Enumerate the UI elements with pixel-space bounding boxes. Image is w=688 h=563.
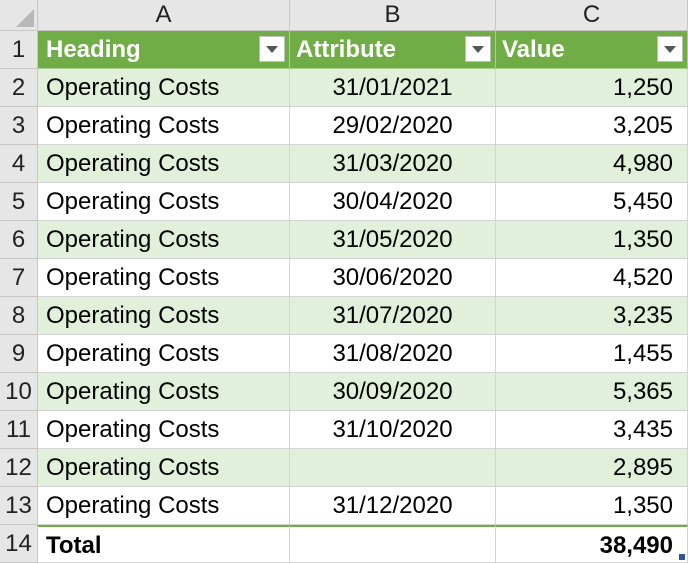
cell-value[interactable]: 1,350 (496, 221, 688, 259)
header-label: Value (502, 36, 565, 63)
cell-heading[interactable]: Operating Costs (38, 107, 290, 145)
table-row: 6 Operating Costs 31/05/2020 1,350 (0, 221, 688, 259)
cell-value[interactable]: 1,350 (496, 487, 688, 525)
table-row: 10 Operating Costs 30/09/2020 5,365 (0, 373, 688, 411)
cell-attribute[interactable]: 29/02/2020 (290, 107, 496, 145)
table-row: 13 Operating Costs 31/12/2020 1,350 (0, 487, 688, 525)
table-row: 9 Operating Costs 31/08/2020 1,455 (0, 335, 688, 373)
filter-dropdown-icon[interactable] (657, 36, 683, 62)
table-row: 7 Operating Costs 30/06/2020 4,520 (0, 259, 688, 297)
cell-value[interactable]: 3,235 (496, 297, 688, 335)
header-cell-value[interactable]: Value (496, 31, 688, 69)
cell-heading[interactable]: Operating Costs (38, 449, 290, 487)
cell-heading[interactable]: Operating Costs (38, 411, 290, 449)
column-header-c[interactable]: C (496, 0, 688, 30)
column-header-b[interactable]: B (290, 0, 496, 30)
row-header[interactable]: 4 (0, 145, 38, 183)
cell-attribute[interactable]: 31/12/2020 (290, 487, 496, 525)
cell-heading[interactable]: Operating Costs (38, 183, 290, 221)
cell-attribute[interactable]: 30/06/2020 (290, 259, 496, 297)
select-all-button[interactable] (0, 0, 38, 30)
total-row: 14 Total 38,490 (0, 525, 688, 563)
row-header[interactable]: 9 (0, 335, 38, 373)
cell-attribute[interactable]: 31/08/2020 (290, 335, 496, 373)
cell-value[interactable]: 3,205 (496, 107, 688, 145)
cell-attribute[interactable]: 30/09/2020 (290, 373, 496, 411)
cell-value[interactable]: 3,435 (496, 411, 688, 449)
filter-dropdown-icon[interactable] (259, 36, 285, 62)
row-header[interactable]: 3 (0, 107, 38, 145)
row-header[interactable]: 2 (0, 69, 38, 107)
header-label: Heading (46, 36, 141, 63)
cell-value[interactable]: 1,455 (496, 335, 688, 373)
column-header-bar: A B C (0, 0, 688, 31)
cell-value[interactable]: 2,895 (496, 449, 688, 487)
table-body: 1 Heading Attribute Value 2 Operating Co… (0, 31, 688, 563)
cell-total-label[interactable]: Total (38, 525, 290, 563)
cell-attribute[interactable]: 31/07/2020 (290, 297, 496, 335)
cell-heading[interactable]: Operating Costs (38, 221, 290, 259)
cell-value[interactable]: 4,980 (496, 145, 688, 183)
cell-attribute[interactable]: 31/01/2021 (290, 69, 496, 107)
cell-attribute[interactable] (290, 449, 496, 487)
header-cell-heading[interactable]: Heading (38, 31, 290, 69)
cell-value[interactable]: 4,520 (496, 259, 688, 297)
total-value: 38,490 (599, 532, 673, 559)
row-header[interactable]: 7 (0, 259, 38, 297)
cell-heading[interactable]: Operating Costs (38, 335, 290, 373)
cell-attribute[interactable]: 31/10/2020 (290, 411, 496, 449)
row-header[interactable]: 8 (0, 297, 38, 335)
cell-attribute[interactable]: 31/03/2020 (290, 145, 496, 183)
table-resize-handle[interactable] (679, 554, 685, 560)
row-header[interactable]: 11 (0, 411, 38, 449)
cell-value[interactable]: 5,365 (496, 373, 688, 411)
cell-heading[interactable]: Operating Costs (38, 259, 290, 297)
filter-dropdown-icon[interactable] (465, 36, 491, 62)
table-row: 12 Operating Costs 2,895 (0, 449, 688, 487)
table-row: 4 Operating Costs 31/03/2020 4,980 (0, 145, 688, 183)
table-row: 11 Operating Costs 31/10/2020 3,435 (0, 411, 688, 449)
cell-total-attribute[interactable] (290, 525, 496, 563)
cell-value[interactable]: 1,250 (496, 69, 688, 107)
cell-heading[interactable]: Operating Costs (38, 145, 290, 183)
row-header[interactable]: 10 (0, 373, 38, 411)
header-label: Attribute (296, 36, 396, 63)
cell-attribute[interactable]: 31/05/2020 (290, 221, 496, 259)
row-header[interactable]: 14 (0, 525, 38, 563)
row-header[interactable]: 13 (0, 487, 38, 525)
row-header[interactable]: 12 (0, 449, 38, 487)
table-row: 8 Operating Costs 31/07/2020 3,235 (0, 297, 688, 335)
column-header-a[interactable]: A (38, 0, 290, 30)
cell-attribute[interactable]: 30/04/2020 (290, 183, 496, 221)
cell-heading[interactable]: Operating Costs (38, 373, 290, 411)
table-row: 3 Operating Costs 29/02/2020 3,205 (0, 107, 688, 145)
cell-value[interactable]: 5,450 (496, 183, 688, 221)
table-header-row: 1 Heading Attribute Value (0, 31, 688, 69)
row-header[interactable]: 1 (0, 31, 38, 69)
row-header[interactable]: 6 (0, 221, 38, 259)
cell-heading[interactable]: Operating Costs (38, 487, 290, 525)
table-row: 5 Operating Costs 30/04/2020 5,450 (0, 183, 688, 221)
header-cell-attribute[interactable]: Attribute (290, 31, 496, 69)
table-row: 2 Operating Costs 31/01/2021 1,250 (0, 69, 688, 107)
cell-heading[interactable]: Operating Costs (38, 297, 290, 335)
row-header[interactable]: 5 (0, 183, 38, 221)
cell-total-value[interactable]: 38,490 (496, 525, 688, 563)
cell-heading[interactable]: Operating Costs (38, 69, 290, 107)
